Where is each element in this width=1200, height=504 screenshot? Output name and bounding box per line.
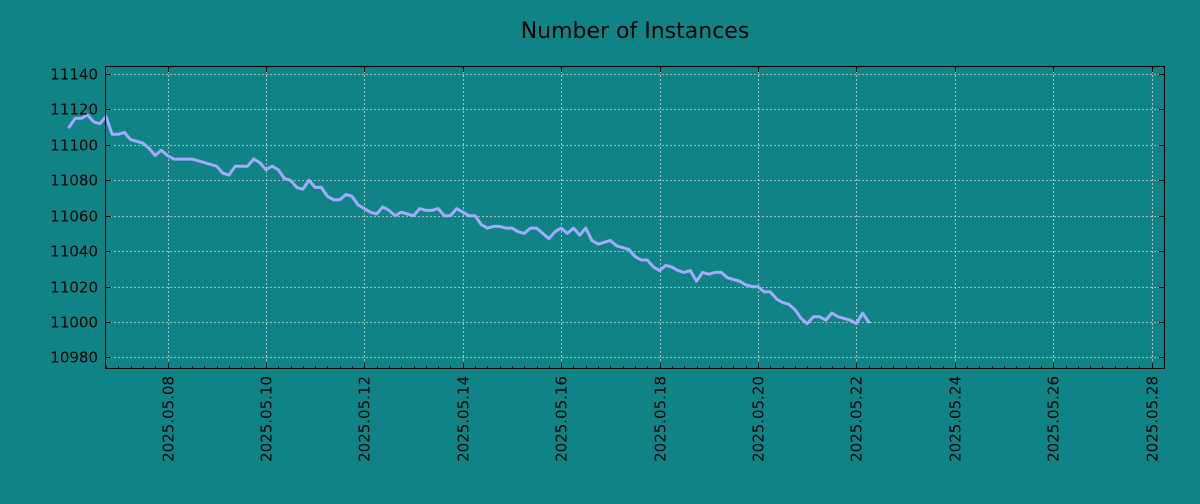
x-tick-label: 2025.05.16 xyxy=(553,376,571,462)
y-tick-label: 10980 xyxy=(50,349,98,367)
x-tick-label: 2025.05.28 xyxy=(1144,376,1162,462)
plot-frame xyxy=(105,66,1165,369)
x-tick-label: 2025.05.12 xyxy=(356,376,374,462)
y-tick-label: 11060 xyxy=(50,208,98,226)
x-tick-label: 2025.05.18 xyxy=(652,376,670,462)
grid xyxy=(106,67,1164,368)
x-tick-label: 2025.05.08 xyxy=(160,376,178,462)
axes: 10980 11000 11020 11040 11060 11080 11100 11120… xyxy=(50,66,1165,462)
x-tick-label: 2025.05.20 xyxy=(750,376,768,462)
y-tick-label: 11080 xyxy=(50,172,98,190)
y-tick-label: 11000 xyxy=(50,314,98,332)
series-line xyxy=(67,113,871,326)
y-tick-label: 11120 xyxy=(50,101,98,119)
x-tick-label: 2025.05.26 xyxy=(1045,376,1063,462)
x-tick-label: 2025.05.24 xyxy=(947,376,965,462)
y-tick-label: 11140 xyxy=(50,66,98,84)
y-tick-label: 11100 xyxy=(50,137,98,155)
series-layer xyxy=(67,113,871,326)
x-tick-label: 2025.05.14 xyxy=(455,376,473,462)
x-tick-label: 2025.05.10 xyxy=(258,376,276,462)
y-tick-label: 11020 xyxy=(50,279,98,297)
x-tick-label: 2025.05.22 xyxy=(848,376,866,462)
y-tick-label: 11040 xyxy=(50,243,98,261)
chart-title: Number of Instances xyxy=(521,19,750,44)
